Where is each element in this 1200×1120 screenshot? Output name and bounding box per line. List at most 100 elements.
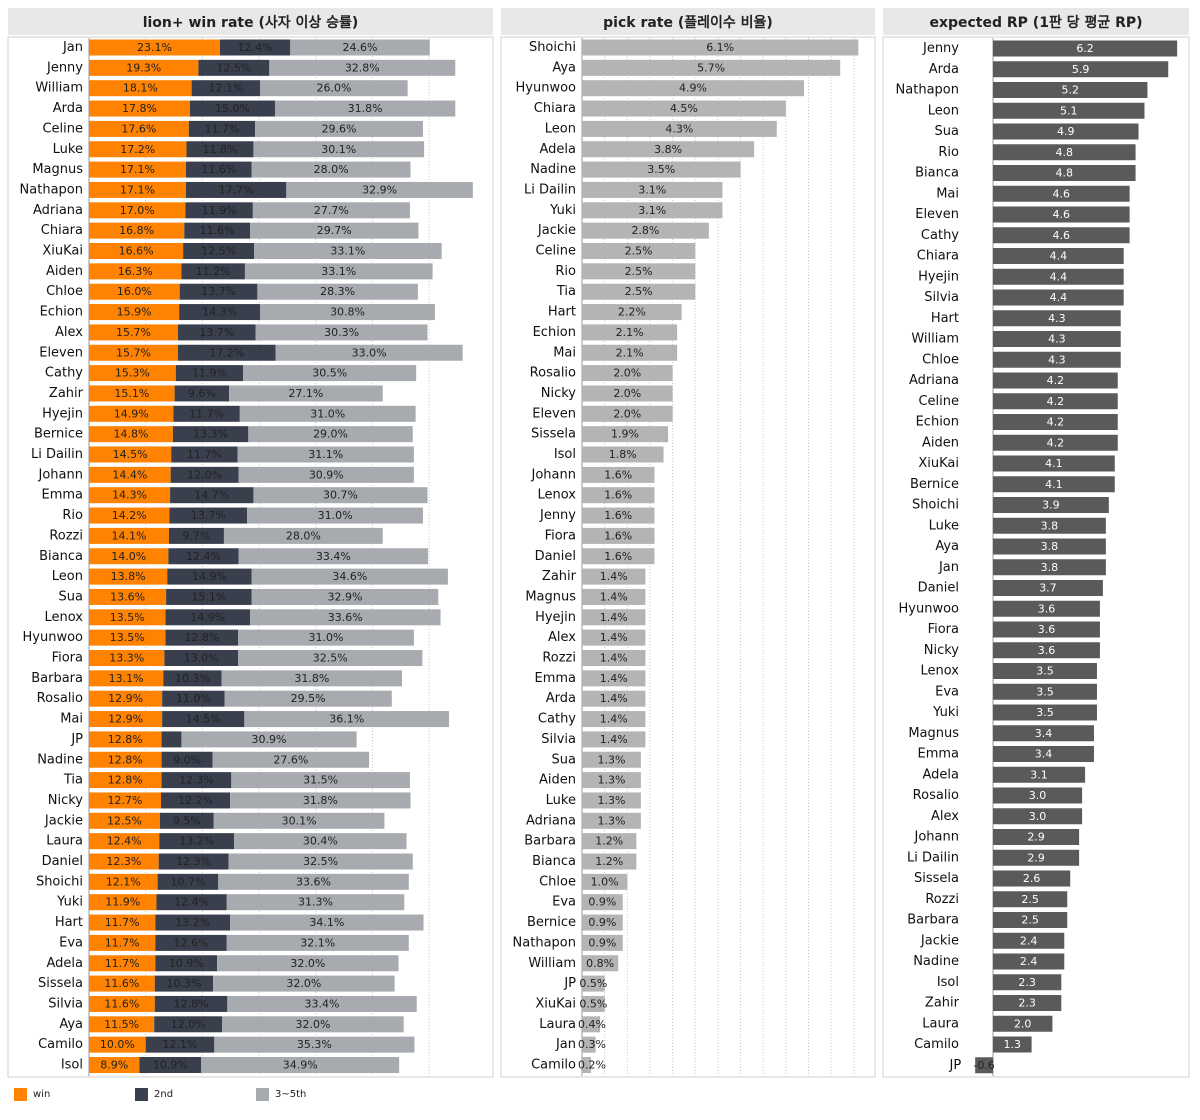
data-label: 3.5 bbox=[1036, 665, 1054, 678]
bar-third-fifth bbox=[237, 446, 414, 463]
data-label: 17.7% bbox=[219, 183, 254, 196]
bar-third-fifth bbox=[221, 670, 402, 687]
expected-rp-title: expected RP (1판 당 평균 RP) bbox=[883, 8, 1189, 35]
category-label: Johann bbox=[38, 467, 83, 482]
category-label: Arda bbox=[546, 691, 576, 706]
bar-expected-rp bbox=[993, 331, 1121, 347]
bar-win bbox=[89, 955, 156, 972]
data-label: 4.6 bbox=[1053, 187, 1071, 200]
category-label: Zahir bbox=[925, 996, 960, 1011]
data-label: 4.5% bbox=[670, 102, 698, 115]
bar-pick-rate bbox=[582, 853, 637, 870]
data-label: 29.0% bbox=[313, 428, 348, 441]
data-label: 16.0% bbox=[117, 285, 152, 298]
data-label: 2.0% bbox=[613, 367, 641, 380]
category-label: Lenox bbox=[45, 610, 84, 625]
data-label: 4.8 bbox=[1056, 146, 1074, 159]
data-label: -0.6 bbox=[973, 1059, 994, 1072]
category-label: Nadine bbox=[530, 162, 576, 177]
category-label: Nicky bbox=[924, 643, 960, 658]
bar-pick-rate bbox=[582, 487, 655, 504]
category-label: Rosalio bbox=[530, 366, 576, 381]
data-label: 33.1% bbox=[321, 265, 356, 278]
category-label: Sissela bbox=[914, 871, 959, 886]
bar-second bbox=[159, 812, 214, 829]
data-label: 2.8% bbox=[631, 224, 659, 237]
bar-win bbox=[89, 141, 187, 158]
data-label: 15.0% bbox=[215, 102, 250, 115]
data-label: 4.6 bbox=[1053, 208, 1071, 221]
data-label: 33.1% bbox=[330, 245, 365, 258]
category-label: Silvia bbox=[924, 290, 959, 305]
bar-win bbox=[89, 894, 157, 911]
bar-win bbox=[89, 100, 190, 117]
legend-win-swatch bbox=[14, 1087, 27, 1101]
legend-3to5-swatch bbox=[256, 1087, 269, 1101]
data-label: 1.2% bbox=[595, 855, 623, 868]
bar-win bbox=[89, 609, 166, 626]
bar-expected-rp bbox=[993, 206, 1130, 223]
category-label: Adriana bbox=[33, 203, 83, 218]
category-label: Cathy bbox=[45, 366, 83, 381]
data-label: 11.6% bbox=[104, 997, 139, 1010]
bar-win bbox=[89, 792, 162, 809]
data-label: 14.9% bbox=[192, 570, 227, 583]
data-label: 12.8% bbox=[108, 774, 143, 787]
data-label: 3.8 bbox=[1041, 540, 1059, 553]
bar-expected-rp bbox=[993, 704, 1097, 721]
bar-second bbox=[179, 283, 258, 300]
data-label: 1.6% bbox=[604, 489, 632, 502]
bar-pick-rate bbox=[582, 161, 741, 178]
data-label: 12.3% bbox=[176, 855, 211, 868]
bar-expected-rp bbox=[993, 268, 1124, 285]
category-label: Hyejin bbox=[918, 269, 959, 284]
data-label: 34.9% bbox=[283, 1059, 318, 1072]
data-label: 15.1% bbox=[114, 387, 149, 400]
data-label: 4.3 bbox=[1048, 353, 1066, 366]
bar-third-fifth bbox=[253, 243, 442, 259]
data-label: 12.9% bbox=[108, 692, 143, 705]
category-label: Barbara bbox=[31, 671, 83, 686]
bar-second bbox=[154, 995, 228, 1012]
category-label: Isol bbox=[554, 447, 576, 462]
category-label: Shoichi bbox=[36, 874, 83, 889]
data-label: 32.0% bbox=[290, 957, 325, 970]
bar-expected-rp bbox=[993, 787, 1083, 804]
category-label: Hart bbox=[55, 915, 83, 930]
bar-pick-rate bbox=[582, 222, 709, 239]
data-label: 1.4% bbox=[600, 590, 628, 603]
bar-win bbox=[89, 59, 199, 76]
category-label: Emma bbox=[534, 671, 576, 686]
bar-third-fifth bbox=[224, 690, 392, 707]
category-label: XiuKai bbox=[535, 996, 576, 1011]
bar-win bbox=[89, 690, 163, 707]
data-label: 11.9% bbox=[192, 367, 227, 380]
data-label: 3.0 bbox=[1029, 810, 1047, 823]
data-label: 29.6% bbox=[322, 122, 357, 135]
bar-pick-rate bbox=[582, 365, 673, 382]
data-label: 17.2% bbox=[120, 143, 155, 156]
category-label: Johann bbox=[531, 467, 576, 482]
bar-expected-rp bbox=[993, 849, 1080, 866]
bar-expected-rp bbox=[993, 974, 1062, 991]
data-label: 2.5 bbox=[1021, 914, 1039, 927]
bar-win bbox=[89, 243, 184, 259]
data-label: 4.1 bbox=[1045, 457, 1063, 470]
data-label: 30.8% bbox=[330, 306, 365, 319]
bar-third-fifth bbox=[181, 731, 357, 748]
bar-second bbox=[169, 507, 248, 524]
category-label: Aiden bbox=[539, 773, 576, 788]
data-label: 34.6% bbox=[332, 570, 367, 583]
data-label: 1.4% bbox=[600, 733, 628, 746]
category-label: Hart bbox=[548, 305, 576, 320]
category-label: Mai bbox=[936, 186, 959, 201]
category-label: Eva bbox=[59, 935, 83, 950]
data-label: 14.1% bbox=[111, 529, 146, 542]
bar-pick-rate bbox=[582, 975, 605, 992]
bar-third-fifth bbox=[238, 466, 414, 483]
bar-expected-rp bbox=[993, 185, 1130, 202]
data-label: 23.1% bbox=[137, 41, 172, 54]
data-label: 10.9% bbox=[169, 957, 204, 970]
bar-win bbox=[89, 181, 186, 198]
category-label: Jackie bbox=[537, 223, 576, 238]
